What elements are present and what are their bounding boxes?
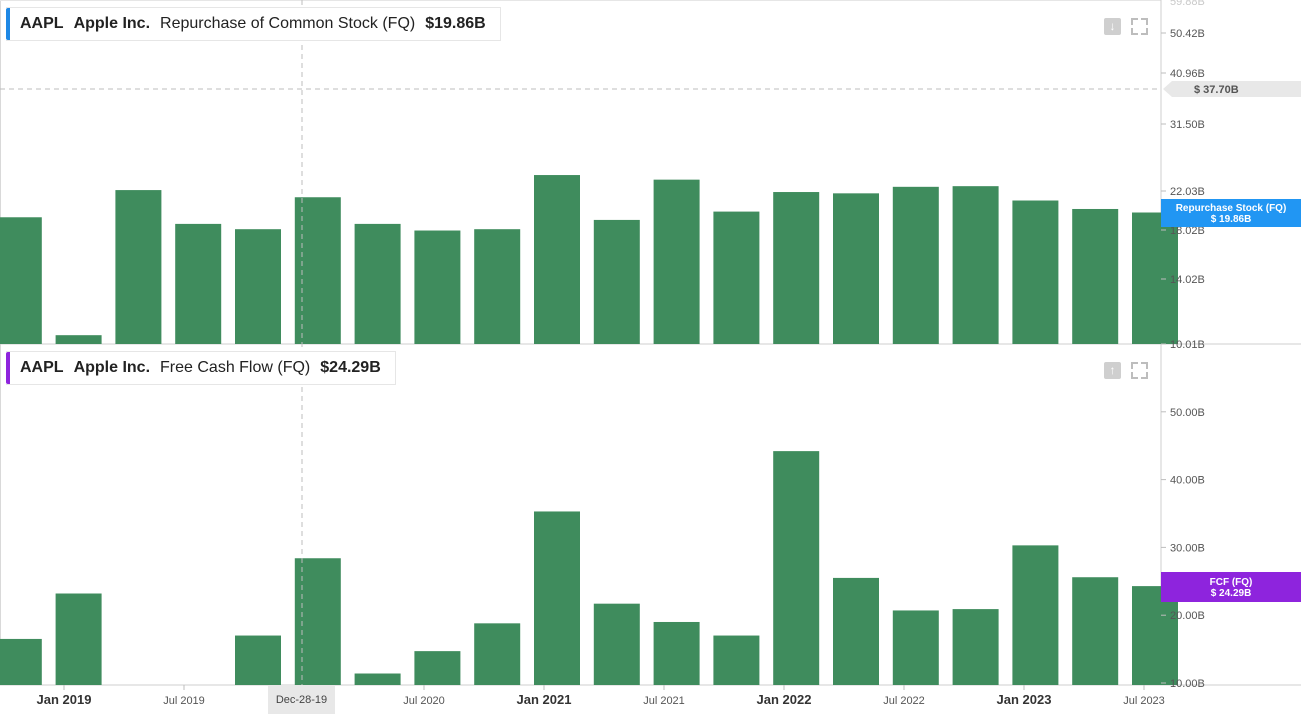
axis-top-clipped-label: 59.88B: [1170, 0, 1205, 8]
bar-top: [833, 193, 879, 344]
time-axis-label: Jul 2021: [643, 695, 685, 707]
top-legend-symbol: AAPL: [20, 15, 64, 32]
bar-top: [952, 186, 999, 344]
bar-top: [414, 230, 461, 344]
axis-bottom-label: 10.00B: [1170, 678, 1205, 690]
time-axis-label: Jul 2023: [1123, 695, 1165, 707]
bar-bottom: [354, 673, 401, 685]
fullscreen-icon[interactable]: [1131, 18, 1148, 35]
time-axis-label: Jul 2020: [403, 695, 445, 707]
time-axis-label: Jan 2019: [37, 692, 92, 707]
top-last-value-label: $ 19.86B: [1211, 214, 1252, 225]
bar-top: [713, 211, 760, 344]
bottom-legend-value: $24.29B: [320, 359, 381, 376]
bar-top: [175, 223, 222, 344]
bottom-legend-symbol: AAPL: [20, 359, 64, 376]
bottom-pane-legend-stripe: [6, 352, 10, 384]
bar-bottom: [713, 635, 760, 685]
bar-top: [1012, 200, 1059, 344]
axis-top-label: 50.42B: [1170, 28, 1205, 40]
axis-bottom-label: 20.00B: [1170, 610, 1205, 622]
bar-top: [534, 175, 580, 344]
time-axis: Jan 2019 Jul 2019 Jul 2020 Jan 2021 Jul 2021…: [37, 685, 1165, 707]
bar-top: [1132, 212, 1178, 344]
axis-bottom-label: 40.00B: [1170, 475, 1205, 487]
top-pane-bars: [0, 175, 1178, 344]
time-axis-label: Jan 2021: [517, 692, 572, 707]
bottom-legend-metric: Free Cash Flow (FQ): [160, 359, 311, 376]
crosshair-date-label: Dec-28-19: [276, 694, 327, 706]
top-last-value-tag: [1161, 199, 1301, 227]
axis-bottom-label: 50.00B: [1170, 407, 1205, 419]
bar-bottom: [593, 603, 640, 685]
crosshair-date-tag: [268, 686, 335, 714]
axis-top-label: 31.50B: [1170, 119, 1205, 131]
bar-top: [235, 229, 281, 344]
bar-bottom: [952, 609, 999, 685]
bottom-price-axis: 50.00B 40.00B 30.00B 20.00B 10.00B: [1161, 407, 1205, 690]
bar-top: [55, 335, 102, 344]
axis-top-label: 40.96B: [1170, 68, 1205, 80]
top-pane-legend-stripe: [6, 8, 10, 40]
upload-icon[interactable]: ↑: [1104, 362, 1121, 379]
last-value-labels: Repurchase Stock (FQ)$ 19.86B FCF (FQ)$ 2…: [1161, 199, 1301, 602]
bar-bottom: [534, 511, 580, 685]
axis-top-label: 22.03B: [1170, 186, 1205, 198]
bar-bottom: [833, 577, 879, 685]
top-last-value-title: Repurchase Stock (FQ): [1176, 203, 1287, 214]
bottom-pane-controls: ↑: [1104, 362, 1148, 379]
axis-bottom-label: 30.00B: [1170, 542, 1205, 554]
crosshair-value-tag: [1163, 81, 1301, 97]
bar-bottom: [1012, 545, 1059, 685]
bottom-last-value-label: $ 24.29B: [1211, 588, 1252, 599]
bar-top: [593, 219, 640, 344]
bar-bottom: [773, 451, 820, 685]
bar-bottom: [235, 635, 281, 685]
bottom-last-value-tag: [1161, 572, 1301, 602]
bottom-pane-bars: [0, 451, 1178, 685]
bottom-pane-legend[interactable]: AAPL Apple Inc. Free Cash Flow (FQ) $24.…: [6, 351, 396, 385]
bar-bottom: [892, 610, 939, 685]
bar-top: [892, 186, 939, 344]
time-axis-label: Jan 2023: [997, 692, 1052, 707]
top-pane-legend[interactable]: AAPL Apple Inc. Repurchase of Common Sto…: [6, 7, 501, 41]
bar-top: [773, 192, 820, 344]
bar-top: [354, 223, 401, 344]
top-legend-value: $19.86B: [425, 15, 486, 32]
bar-top: [115, 190, 162, 344]
time-axis-label: Jul 2022: [883, 695, 925, 707]
top-legend-metric: Repurchase of Common Stock (FQ): [160, 15, 416, 32]
bar-top: [653, 179, 700, 344]
time-axis-label: Jul 2019: [163, 695, 205, 707]
top-pane-controls: ↓: [1104, 18, 1148, 35]
top-legend-company: Apple Inc.: [73, 15, 151, 32]
bar-top: [0, 217, 42, 344]
bottom-legend-company: Apple Inc.: [73, 359, 151, 376]
axis-top-label: 10.01B: [1170, 339, 1205, 351]
bar-bottom: [1132, 586, 1178, 685]
bar-bottom: [414, 651, 461, 685]
axis-top-label: 14.02B: [1170, 274, 1205, 286]
axis-top-label: 18.02B: [1170, 225, 1205, 237]
time-axis-label: Jan 2022: [757, 692, 812, 707]
bar-bottom: [1072, 577, 1119, 685]
top-price-axis: 59.88B 50.42B 40.96B 31.50B 22.03B 18.02B 14.0…: [1161, 0, 1205, 351]
download-icon[interactable]: ↓: [1104, 18, 1121, 35]
bar-top: [474, 229, 521, 344]
fullscreen-icon[interactable]: [1131, 362, 1148, 379]
bar-bottom: [0, 638, 42, 685]
bar-top: [1072, 208, 1119, 344]
crosshair-value-label: $ 37.70B: [1194, 84, 1239, 96]
bottom-last-value-title: FCF (FQ): [1210, 577, 1253, 588]
bar-bottom: [653, 621, 700, 685]
bar-bottom: [474, 623, 521, 685]
bar-bottom: [55, 593, 102, 685]
